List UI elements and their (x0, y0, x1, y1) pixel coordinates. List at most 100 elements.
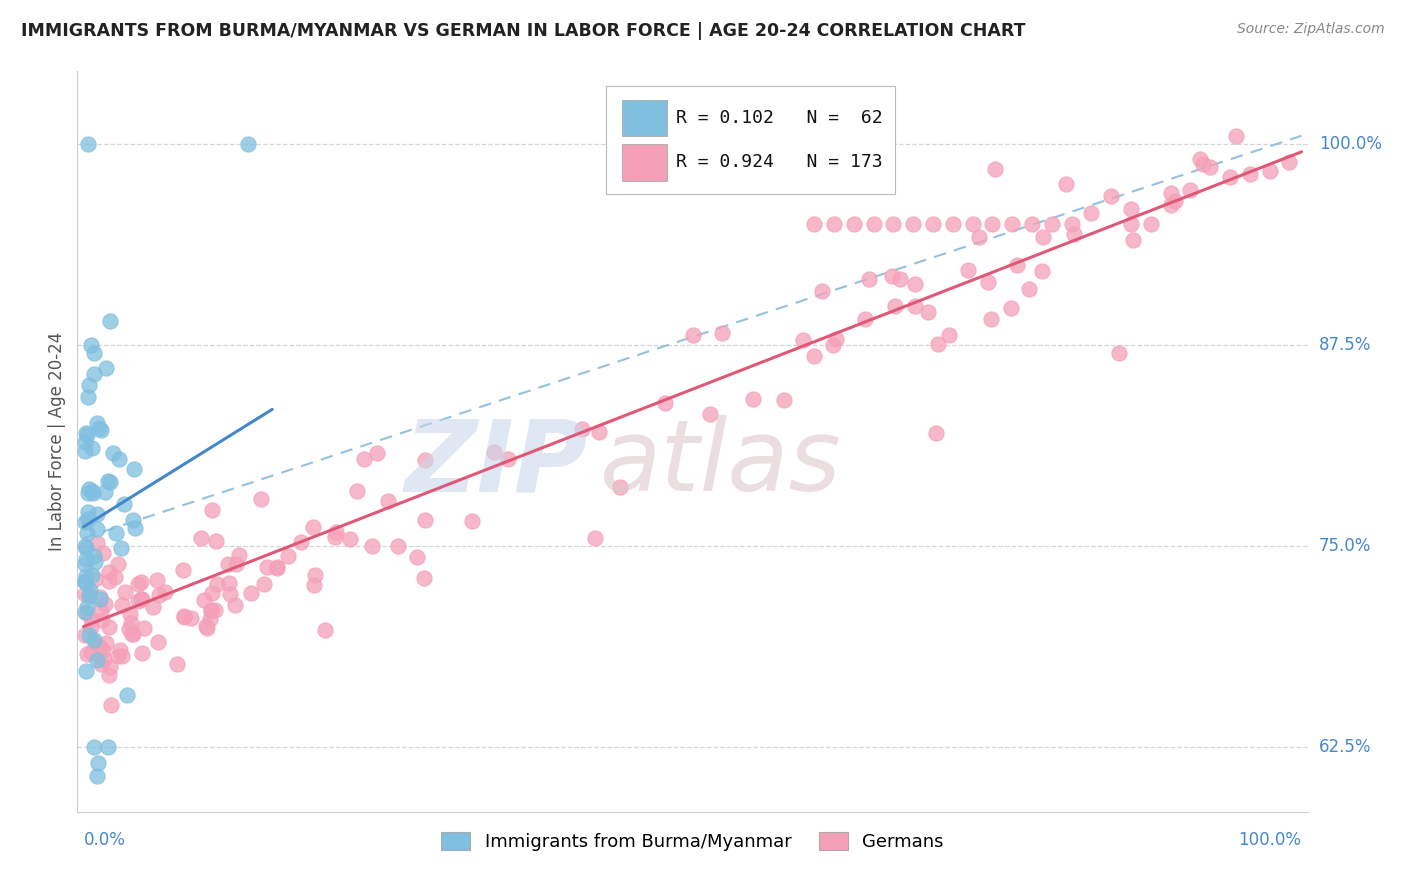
Point (256, 560, 278, 574)
Point (772, 393, 794, 408)
Point (190, 531, 212, 545)
Point (205, 533, 228, 548)
Point (710, 326, 733, 340)
Point (1160, 186, 1182, 200)
Point (82, 486, 104, 500)
Point (880, 269, 903, 284)
Point (353, 452, 375, 467)
Point (131, 646, 153, 660)
Point (218, 575, 240, 590)
Point (277, 549, 299, 564)
Point (1005, 259, 1028, 273)
Point (967, 230, 990, 244)
Point (290, 534, 312, 549)
Point (86, 769, 108, 783)
Point (741, 392, 763, 406)
Point (314, 623, 336, 637)
Point (107, 649, 129, 664)
Point (76, 647, 98, 661)
Point (127, 593, 149, 607)
Point (1164, 194, 1187, 208)
Point (858, 272, 880, 286)
Point (821, 337, 844, 351)
Point (803, 349, 825, 363)
Point (1018, 282, 1040, 296)
Point (77, 628, 100, 642)
Point (904, 299, 927, 313)
Point (107, 557, 129, 571)
Point (73, 444, 96, 458)
Point (97, 740, 120, 755)
Point (94, 361, 117, 376)
Point (225, 557, 247, 571)
Point (127, 577, 149, 591)
Point (903, 217, 925, 231)
Point (195, 619, 218, 633)
Point (266, 559, 288, 574)
Point (98, 475, 121, 490)
Point (93, 651, 115, 665)
Point (142, 599, 165, 614)
FancyBboxPatch shape (623, 100, 666, 136)
Point (1031, 264, 1053, 278)
Point (406, 549, 429, 564)
Point (173, 610, 195, 624)
Point (80, 620, 103, 634)
Point (942, 217, 965, 231)
Text: ZIP: ZIP (405, 416, 588, 512)
Point (302, 519, 325, 533)
Point (98, 314, 121, 328)
Point (77, 136, 100, 151)
Text: 87.5%: 87.5% (1319, 336, 1371, 354)
Point (124, 462, 146, 476)
Point (218, 587, 240, 601)
Text: 0.0%: 0.0% (83, 831, 125, 849)
Point (1122, 233, 1144, 247)
Point (984, 162, 1007, 177)
Point (496, 451, 519, 466)
Point (90, 605, 112, 619)
Point (111, 648, 134, 663)
Point (193, 592, 215, 607)
Point (98, 574, 121, 588)
Point (387, 539, 409, 553)
Point (79, 338, 101, 352)
Point (110, 541, 132, 555)
Point (588, 425, 610, 439)
Point (86, 507, 108, 521)
Point (904, 277, 927, 291)
Point (89, 591, 111, 605)
Point (654, 395, 676, 409)
Point (927, 336, 949, 351)
Point (1054, 177, 1077, 191)
Point (823, 217, 845, 231)
Point (413, 452, 436, 467)
Point (129, 575, 152, 590)
Point (73, 605, 96, 619)
Point (682, 327, 704, 342)
Point (200, 604, 222, 618)
Point (1239, 167, 1261, 181)
Point (146, 634, 169, 648)
Point (83, 740, 105, 755)
Point (79, 587, 101, 601)
Point (86, 416, 108, 430)
Point (86, 523, 108, 537)
Point (1192, 156, 1215, 170)
Point (1119, 202, 1142, 217)
Point (75, 551, 97, 566)
Point (76, 428, 98, 442)
Point (89, 591, 111, 606)
FancyBboxPatch shape (606, 87, 896, 194)
FancyBboxPatch shape (623, 145, 666, 180)
Point (922, 217, 945, 231)
Point (89, 640, 111, 654)
Point (83, 572, 105, 586)
Point (1001, 217, 1024, 231)
Point (361, 540, 384, 554)
Point (98, 667, 121, 681)
Point (377, 494, 399, 508)
Point (97, 566, 120, 580)
Point (938, 327, 960, 342)
Point (302, 578, 325, 592)
